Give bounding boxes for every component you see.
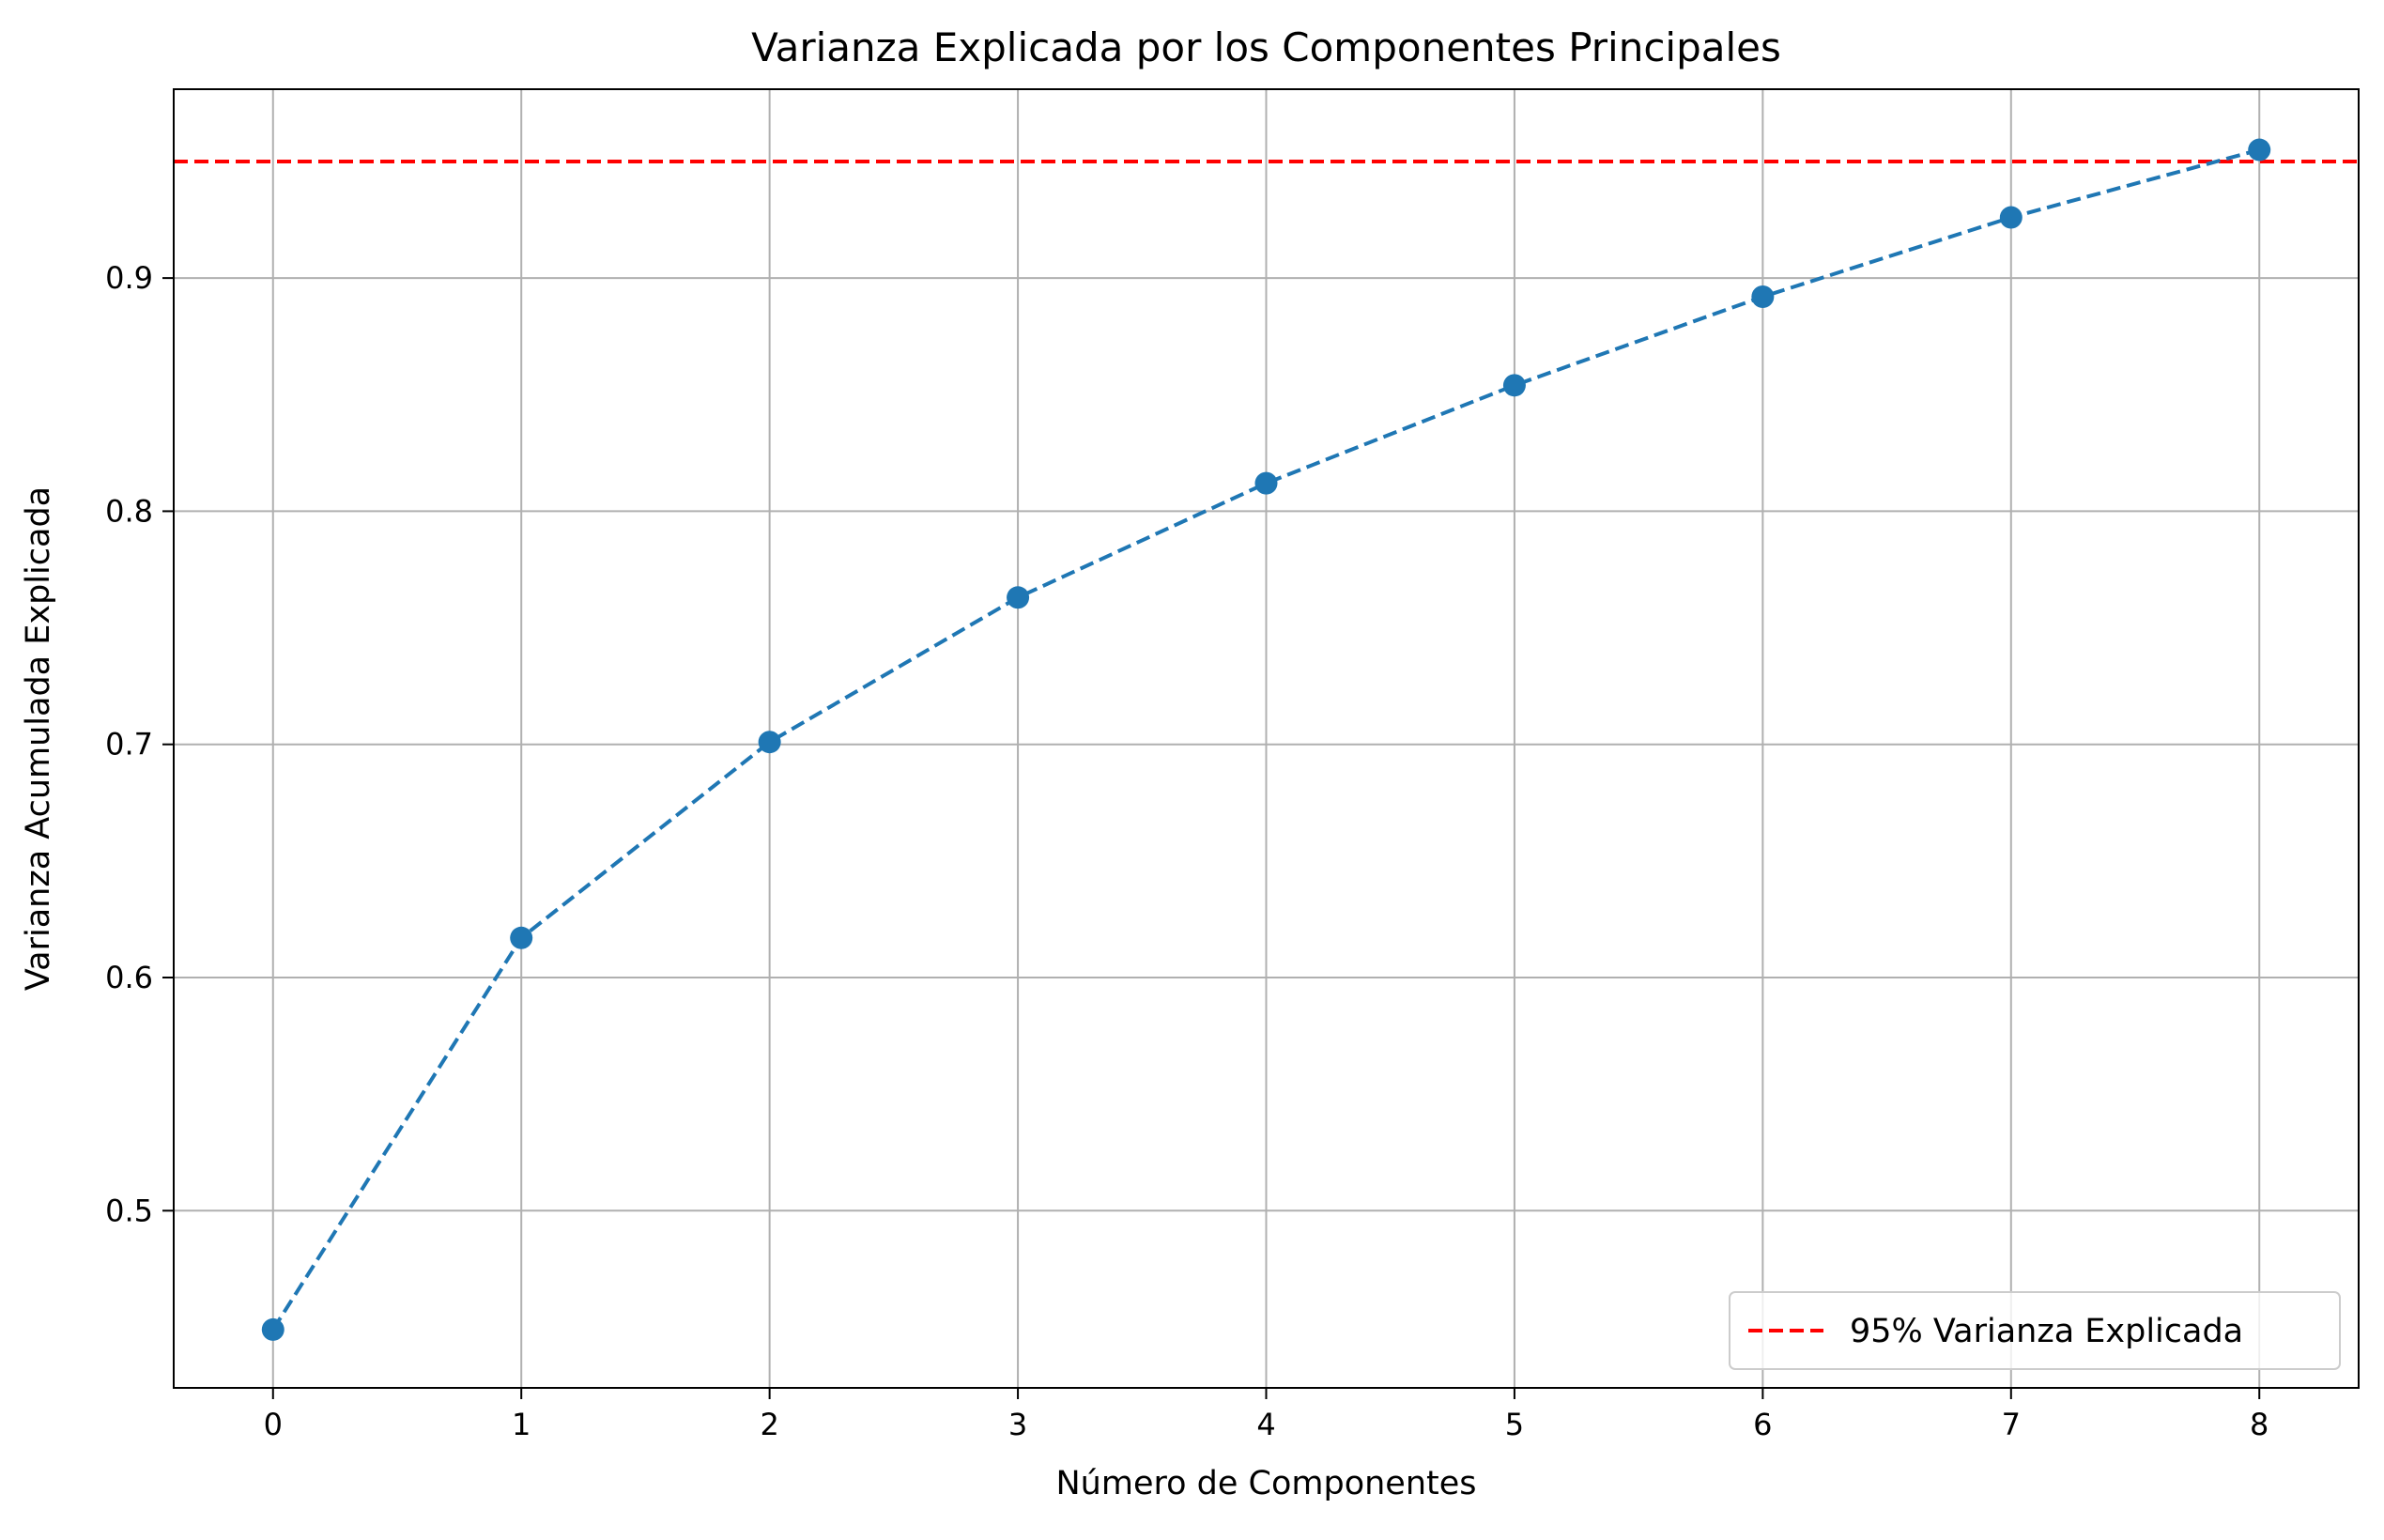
- y-tick-label: 0.5: [105, 1193, 153, 1228]
- y-tick-label: 0.6: [105, 960, 153, 995]
- data-point: [1999, 206, 2023, 229]
- x-tick-label: 7: [2002, 1407, 2021, 1442]
- data-point: [1007, 586, 1030, 609]
- x-axis-label: Número de Componentes: [1056, 1465, 1477, 1502]
- x-tick-label: 8: [2250, 1407, 2269, 1442]
- data-point: [758, 731, 781, 754]
- x-tick-label: 2: [760, 1407, 778, 1442]
- data-point: [1751, 285, 1775, 308]
- series-group: [261, 138, 2271, 1341]
- x-tick-label: 1: [512, 1407, 531, 1442]
- y-tick-label: 0.8: [105, 493, 153, 529]
- x-tick-label: 4: [1256, 1407, 1275, 1442]
- x-tick-label: 3: [1008, 1407, 1027, 1442]
- x-tick-label: 6: [1753, 1407, 1772, 1442]
- x-tick-label: 5: [1505, 1407, 1524, 1442]
- y-tick-label: 0.7: [105, 727, 153, 762]
- data-point: [2248, 138, 2271, 162]
- data-point: [1254, 471, 1278, 495]
- x-axis-ticks: 0 1 2 3 4 5 6 7 8: [264, 1388, 2269, 1442]
- data-point: [510, 926, 533, 949]
- y-tick-label: 0.9: [105, 260, 153, 296]
- chart-title: Varianza Explicada por los Componentes P…: [751, 24, 1781, 70]
- series-line: [271, 147, 2260, 1331]
- legend-entry-reference-line: 95% Varianza Explicada: [1850, 1313, 2243, 1350]
- legend: 95% Varianza Explicada: [1729, 1291, 2341, 1370]
- legend-box: [1729, 1291, 2341, 1370]
- data-point: [1502, 374, 1526, 397]
- y-axis-ticks: 0.5 0.6 0.7 0.8 0.9: [105, 260, 174, 1228]
- x-tick-label: 0: [264, 1407, 283, 1442]
- y-axis-label: Varianza Acumulada Explicada: [20, 486, 57, 991]
- data-point: [261, 1317, 285, 1341]
